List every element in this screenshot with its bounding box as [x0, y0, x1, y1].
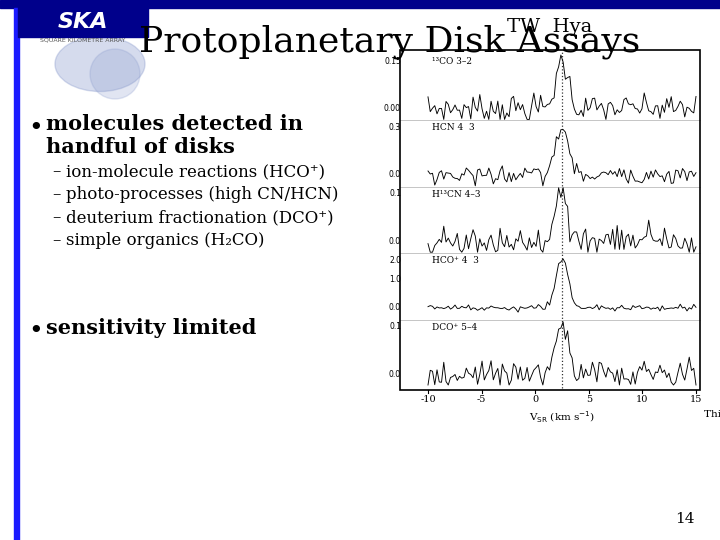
Text: sensitivity limited: sensitivity limited — [46, 318, 256, 338]
Text: molecules detected in: molecules detected in — [46, 114, 303, 134]
Text: -10: -10 — [420, 395, 436, 404]
Text: 0.0: 0.0 — [389, 237, 401, 246]
Text: deuterium fractionation (DCO⁺): deuterium fractionation (DCO⁺) — [66, 209, 333, 226]
Text: 0.0: 0.0 — [389, 369, 401, 379]
Text: HCO⁺ 4  3: HCO⁺ 4 3 — [432, 256, 479, 265]
Text: SQUARE KILOMETRE ARRAY: SQUARE KILOMETRE ARRAY — [40, 37, 126, 43]
Text: TW  Hya: TW Hya — [508, 18, 593, 36]
Ellipse shape — [90, 49, 140, 99]
Text: 14: 14 — [675, 512, 695, 526]
Text: 15: 15 — [690, 395, 702, 404]
Text: 5: 5 — [586, 395, 592, 404]
Text: •: • — [28, 320, 42, 343]
Text: –: – — [52, 163, 60, 180]
Text: photo-processes (high CN/HCN): photo-processes (high CN/HCN) — [66, 186, 338, 203]
Text: handful of disks: handful of disks — [46, 137, 235, 157]
Text: H¹³CN 4–3: H¹³CN 4–3 — [432, 190, 480, 199]
Text: –: – — [52, 232, 60, 249]
Text: –: – — [52, 186, 60, 203]
Text: 10: 10 — [636, 395, 649, 404]
Text: DCO⁺ 5–4: DCO⁺ 5–4 — [432, 322, 477, 332]
Bar — [400, 50, 700, 390]
Text: •: • — [28, 117, 42, 140]
Text: 0.00: 0.00 — [384, 104, 401, 113]
Text: V$_{\rm SR}$ (km s$^{-1}$): V$_{\rm SR}$ (km s$^{-1}$) — [529, 410, 595, 426]
Text: Thi et al.: Thi et al. — [704, 410, 720, 419]
Text: HCN 4  3: HCN 4 3 — [432, 124, 474, 132]
Bar — [14, 8, 19, 540]
Text: Protoplanetary Disk Assays: Protoplanetary Disk Assays — [140, 25, 641, 59]
Text: ion-molecule reactions (HCO⁺): ion-molecule reactions (HCO⁺) — [66, 163, 325, 180]
Text: 0.0: 0.0 — [389, 303, 401, 312]
Text: 0.1: 0.1 — [389, 190, 401, 198]
Text: 0.3: 0.3 — [389, 123, 401, 132]
Text: 0.0: 0.0 — [389, 170, 401, 179]
Text: 0.1: 0.1 — [389, 322, 401, 331]
Text: 2.0: 2.0 — [389, 256, 401, 265]
Text: SKA: SKA — [58, 12, 108, 32]
Bar — [18, 7, 148, 37]
Text: ¹³CO 3–2: ¹³CO 3–2 — [432, 57, 472, 66]
Text: 0.15: 0.15 — [384, 57, 401, 66]
Text: 0: 0 — [532, 395, 539, 404]
Bar — [0, 0, 720, 8]
Text: simple organics (H₂CO): simple organics (H₂CO) — [66, 232, 264, 249]
Text: 1.0: 1.0 — [389, 275, 401, 284]
Text: –: – — [52, 209, 60, 226]
Text: -5: -5 — [477, 395, 486, 404]
Ellipse shape — [55, 37, 145, 91]
